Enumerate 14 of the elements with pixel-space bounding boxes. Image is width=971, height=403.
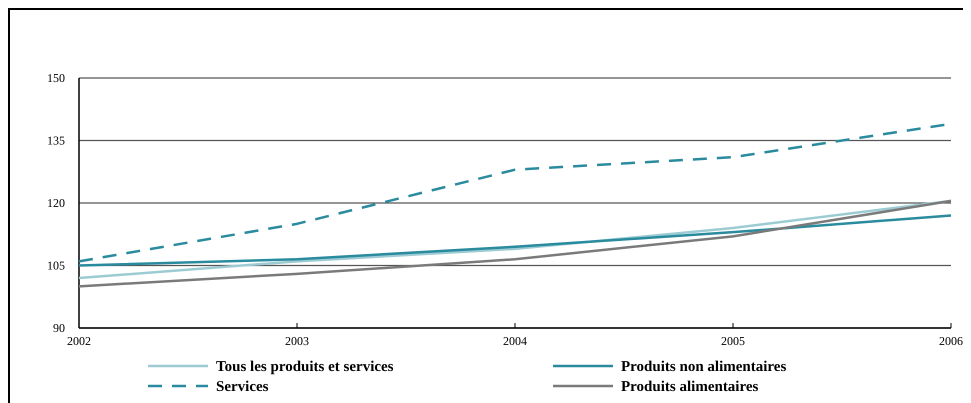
legend-label: Services [216,379,269,395]
y-tick-label: 120 [47,196,65,210]
x-tick-label: 2003 [285,334,309,348]
y-tick-label: 90 [53,321,65,335]
x-tick-label: 2006 [939,334,963,348]
legend-label: Tous les produits et services [216,359,394,375]
y-tick-label: 135 [47,134,65,148]
x-tick-label: 2004 [503,334,527,348]
x-tick-label: 2005 [721,334,745,348]
x-tick-label: 2002 [67,334,91,348]
legend-label: Produits alimentaires [621,379,759,395]
legend-label: Produits non alimentaires [621,359,786,375]
y-tick-label: 105 [47,258,65,272]
y-tick-label: 150 [47,71,65,85]
